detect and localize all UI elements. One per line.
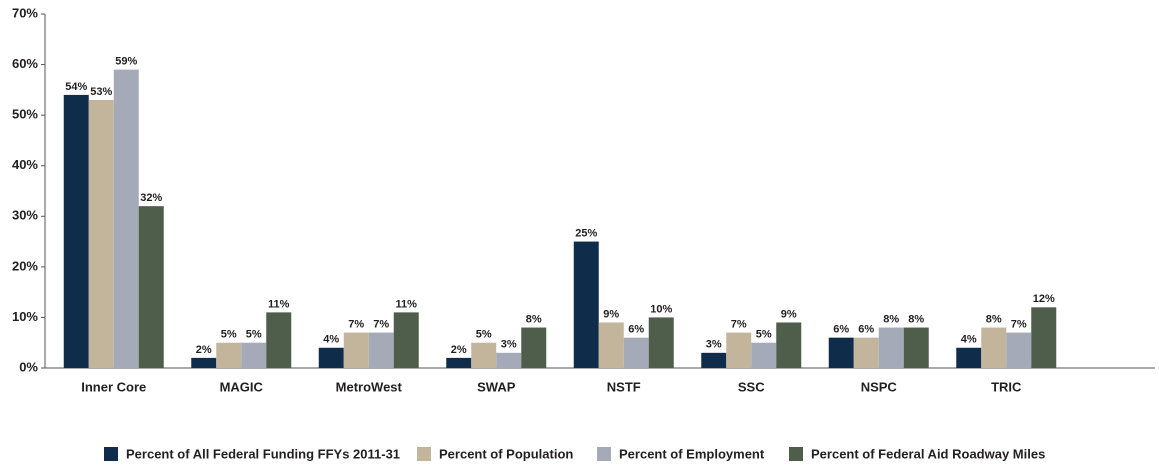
bar [446,357,472,368]
bar [138,206,164,368]
data-label: 5% [756,329,772,341]
bar [573,241,599,368]
bar [981,327,1007,368]
bar [318,347,344,368]
bar [471,342,497,368]
y-tick-label: 20% [12,258,38,273]
bar [1006,332,1032,368]
x-tick-label: Inner Core [81,379,146,394]
bar [648,317,674,368]
legend-label: Percent of Employment [619,446,765,461]
data-label: 7% [1011,319,1027,331]
x-tick-label: TRIC [991,379,1022,394]
data-label: 7% [731,319,747,331]
data-label: 2% [451,344,467,356]
data-label: 54% [65,81,87,93]
data-label: 5% [221,329,237,341]
y-tick-label: 70% [12,5,38,20]
bar [828,337,854,368]
bar [853,337,879,368]
x-tick-label: SWAP [477,379,516,394]
bar [88,99,114,368]
legend-label: Percent of Federal Aid Roadway Miles [811,446,1045,461]
bar [216,342,242,368]
data-label: 32% [140,192,162,204]
data-label: 6% [858,324,874,336]
data-label: 7% [373,319,389,331]
legend-swatch [104,447,118,461]
bar [368,332,394,368]
data-label: 5% [246,329,262,341]
x-tick-label: MetroWest [336,379,403,394]
legend-swatch [597,447,611,461]
data-label: 25% [575,227,597,239]
bar [726,332,752,368]
data-label: 8% [883,313,899,325]
y-tick-label: 0% [19,359,38,374]
y-tick-label: 60% [12,56,38,71]
bar [113,69,139,368]
data-label: 2% [196,344,212,356]
bar [751,342,777,368]
bar [266,312,292,368]
data-label: 4% [961,334,977,346]
data-label: 53% [90,86,112,98]
data-label: 6% [833,324,849,336]
x-tick-label: SSC [738,379,765,394]
data-label: 5% [476,329,492,341]
bar [903,327,929,368]
data-label: 12% [1033,293,1055,305]
bar [623,337,649,368]
data-label: 11% [396,298,418,310]
bar [956,347,982,368]
data-label: 11% [268,298,290,310]
bar [878,327,904,368]
data-label: 9% [781,308,797,320]
bar [241,342,267,368]
data-label: 8% [908,313,924,325]
data-label: 6% [628,324,644,336]
y-tick-label: 40% [12,157,38,172]
bar [598,322,624,368]
data-label: 9% [603,308,619,320]
legend-label: Percent of All Federal Funding FFYs 2011… [126,446,400,461]
data-label: 3% [501,339,517,351]
bar [701,352,727,368]
legend-label: Percent of Population [439,446,573,461]
bar [496,352,522,368]
y-tick-label: 50% [12,107,38,122]
x-tick-label: NSTF [607,379,641,394]
data-label: 4% [323,334,339,346]
data-label: 8% [986,313,1002,325]
bar [1031,307,1057,368]
data-label: 10% [650,303,672,315]
x-tick-label: NSPC [861,379,898,394]
bar [776,322,802,368]
legend-swatch [417,447,431,461]
data-label: 59% [115,56,137,68]
bar [343,332,369,368]
bar [191,357,217,368]
bar [521,327,547,368]
data-label: 8% [526,313,542,325]
bar [63,94,89,369]
data-label: 7% [348,319,364,331]
bar [393,312,419,368]
x-tick-label: MAGIC [220,379,264,394]
data-label: 3% [706,339,722,351]
y-tick-label: 10% [12,309,38,324]
legend-swatch [789,447,803,461]
y-tick-label: 30% [12,208,38,223]
